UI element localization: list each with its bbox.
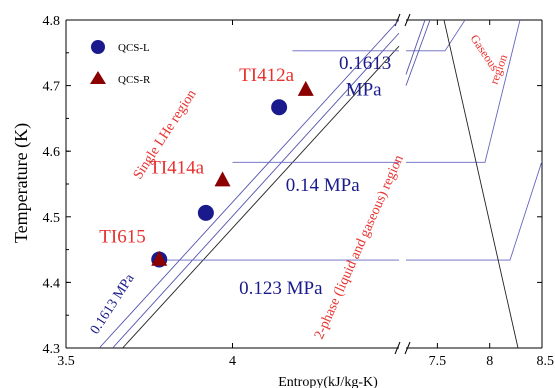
isobar-label: 0.123 MPa [239, 278, 323, 299]
legend-marker-qcs-r [90, 71, 106, 84]
qcs-l-point [271, 99, 288, 116]
point-label: TI615 [99, 226, 145, 247]
point-label: TI412a [239, 65, 294, 86]
curve-line [98, 20, 400, 348]
legend-marker-qcs-l [91, 40, 105, 54]
curve-group [98, 20, 542, 348]
legend-label-qcs-r: QCS-R [118, 74, 151, 86]
y-tick-label: 4.3 [43, 342, 61, 357]
isobar-segment [406, 20, 466, 52]
axis-ticks [65, 19, 543, 349]
annotations: TI615 TI414a TI412a 0.1613 MPa 0.14 MPa 0.123 … [88, 32, 511, 342]
curves [98, 20, 542, 348]
data-markers [151, 80, 314, 268]
qcs-r-point [297, 80, 314, 96]
legend: QCS-L QCS-R [90, 40, 151, 86]
y-tick-label: 4.7 [43, 80, 61, 95]
curve-line [122, 45, 400, 348]
curve-line [112, 32, 400, 348]
isobar-segment [443, 20, 519, 348]
qcs-r-point [214, 171, 231, 187]
x-axis-label: Entropy(kJ/kg-K) [278, 375, 378, 388]
x-tick-label: 8 [486, 354, 493, 369]
qcs-r-point [151, 250, 168, 266]
y-axis-label: Temperature (K) [11, 123, 32, 243]
x-tick-label: 3.5 [57, 354, 75, 369]
y-tick-label: 4.5 [43, 211, 61, 226]
qcs-l-point [197, 204, 214, 221]
axis-break-mark [404, 341, 411, 355]
isobar-segment [405, 20, 431, 86]
isobar-segment [406, 20, 521, 163]
isobar-segment [406, 160, 542, 261]
isobar-label: 0.1613 [339, 53, 391, 74]
x-tick-label: 4 [229, 354, 236, 369]
region-label: 0.1613 MPa [88, 271, 138, 337]
point-label: TI414a [149, 158, 204, 179]
x-tick-label: 8.5 [537, 354, 555, 369]
axis-break-mark [394, 341, 401, 355]
legend-label-qcs-l: QCS-L [118, 42, 150, 54]
isobar-label: 0.14 MPa [286, 175, 360, 196]
y-tick-label: 4.6 [43, 145, 61, 160]
tick-labels: 4.3 4.4 4.5 4.6 4.7 4.8 3.5 4 7.5 8 8.5 [43, 14, 555, 369]
axis-break-mark [404, 13, 411, 27]
x-tick-label: 7.5 [429, 354, 447, 369]
isobar-segment [405, 20, 426, 75]
y-tick-label: 4.8 [43, 14, 61, 29]
isobar-label: MPa [346, 79, 382, 100]
y-tick-label: 4.4 [43, 276, 61, 291]
